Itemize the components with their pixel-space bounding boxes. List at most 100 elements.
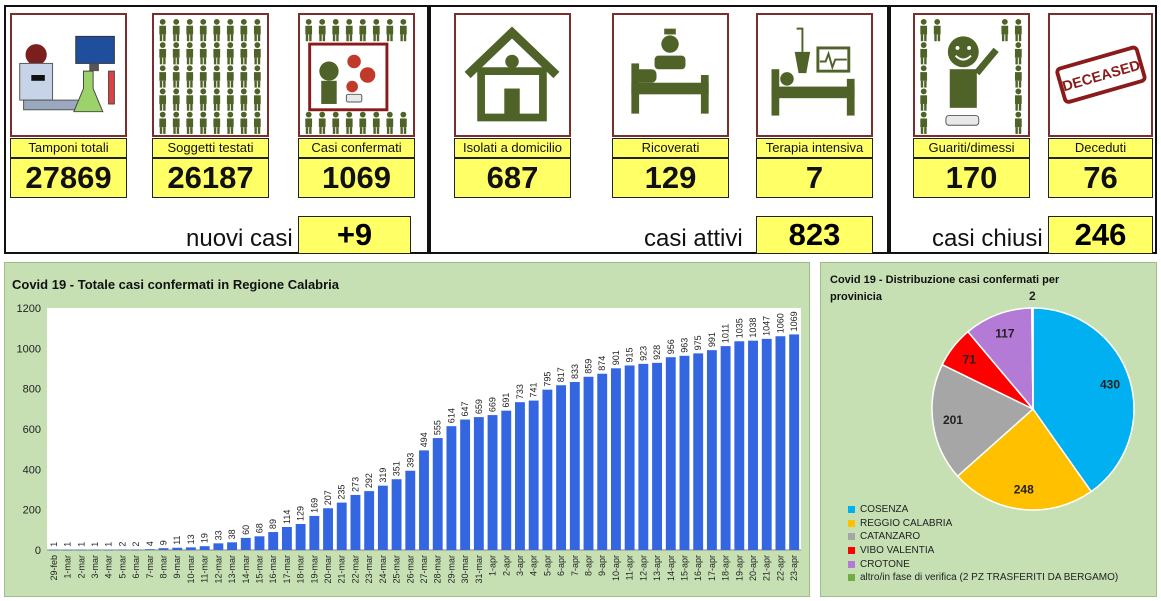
bar <box>487 415 498 550</box>
deceased-stamp-icon: DECEASED <box>1055 45 1147 104</box>
bar <box>199 546 210 550</box>
y-tick-label: 800 <box>23 384 41 396</box>
y-tick-label: 1000 <box>17 343 41 355</box>
bar-value-label: 11 <box>172 535 182 544</box>
legend-swatch <box>848 506 855 514</box>
lab-equipment-icon <box>19 35 115 113</box>
bar <box>90 549 100 551</box>
bar <box>583 376 594 550</box>
pie-slice <box>1032 307 1135 493</box>
bar <box>295 523 306 550</box>
casi-attivi-label: casi attivi <box>644 225 743 252</box>
bar <box>391 479 402 550</box>
x-tick-label: 12-mar <box>213 555 223 584</box>
x-tick-label: 3-mar <box>90 555 100 579</box>
house-icon <box>464 26 560 122</box>
bar <box>789 334 800 550</box>
icu-bed-icon <box>771 27 855 116</box>
legend-entry: altro/in fase di verifica (2 PZ TRASFERI… <box>848 571 1118 585</box>
x-tick-label: 14-apr <box>666 555 676 581</box>
bar-value-label: 235 <box>337 485 347 500</box>
legend-entry: CATANZARO <box>848 530 1118 544</box>
x-tick-label: 8-mar <box>159 555 169 579</box>
x-tick-label: 21-apr <box>762 555 772 581</box>
bar <box>515 402 525 550</box>
pie-slice-label: 201 <box>943 413 963 427</box>
pie-slice-label: 117 <box>995 326 1015 340</box>
bar-value-label: 1038 <box>748 318 758 338</box>
legend-label: altro/in fase di verifica (2 PZ TRASFERI… <box>860 572 1119 584</box>
x-tick-label: 30-mar <box>460 555 470 584</box>
bar-value-label: 60 <box>241 525 251 535</box>
pie-slice <box>956 407 1093 511</box>
x-tick-label: 1-apr <box>488 555 498 576</box>
bar-value-label: 915 <box>625 347 635 362</box>
bar <box>706 350 717 550</box>
bar-value-label: 68 <box>254 523 264 533</box>
bar <box>556 385 567 550</box>
pie-slice-label: 71 <box>963 352 977 366</box>
deceduti-label: Deceduti <box>1048 138 1153 158</box>
bar-value-label: 817 <box>556 367 566 382</box>
casi-chiusi-label: casi chiusi <box>932 225 1043 252</box>
virus-icon <box>305 18 407 134</box>
bar <box>323 508 333 550</box>
bar <box>419 450 429 550</box>
legend-swatch <box>848 560 855 568</box>
bar-value-label: 991 <box>707 332 717 347</box>
bar <box>364 491 375 550</box>
x-tick-label: 2-mar <box>76 555 86 579</box>
bar-value-label: 273 <box>350 477 360 492</box>
bar-value-label: 1069 <box>789 311 799 331</box>
x-tick-label: 11-apr <box>625 555 635 580</box>
pie-slice-label: 430 <box>1100 378 1120 392</box>
bar-value-label: 114 <box>282 510 292 524</box>
bar <box>350 494 361 550</box>
ricoverati-value: 129 <box>612 158 729 198</box>
bar <box>665 357 676 550</box>
bar <box>473 417 484 550</box>
x-tick-label: 17-apr <box>707 555 717 581</box>
bar-value-label: 975 <box>693 335 703 350</box>
deceduti-value: 76 <box>1048 158 1153 198</box>
icon-box-ricoverati <box>612 13 729 137</box>
x-tick-label: 6-apr <box>556 555 566 576</box>
soggetti-label: Soggetti testati <box>152 138 269 158</box>
isolati-label: Isolati a domicilio <box>454 138 571 158</box>
bar-value-label: 319 <box>378 468 388 483</box>
y-tick-label: 400 <box>23 464 41 476</box>
x-tick-label: 7-mar <box>145 555 155 579</box>
x-tick-label: 22-mar <box>350 555 360 584</box>
x-tick-label: 29-feb <box>49 555 59 581</box>
x-tick-label: 21-mar <box>337 555 347 584</box>
x-tick-label: 24-mar <box>378 555 388 584</box>
x-tick-label: 20-apr <box>748 555 758 581</box>
bar <box>309 515 320 550</box>
legend-entry: VIBO VALENTIA <box>848 544 1118 558</box>
x-tick-label: 18-mar <box>296 555 306 584</box>
bar <box>103 549 114 551</box>
x-tick-label: 15-mar <box>254 555 264 584</box>
crowd-icon <box>159 18 261 134</box>
x-tick-label: 11-mar <box>200 555 210 583</box>
x-tick-label: 3-apr <box>515 555 525 576</box>
bar <box>638 363 649 550</box>
bar-value-label: 1060 <box>775 313 785 333</box>
x-tick-label: 15-apr <box>679 555 689 581</box>
bar-value-label: 1 <box>63 542 73 547</box>
x-tick-label: 20-mar <box>323 555 333 584</box>
icon-box-deceduti: DECEASED <box>1048 13 1153 137</box>
nuovi-casi-label: nuovi casi <box>186 225 293 252</box>
panel-closed: Guariti/dimessi 170 DECEASED Deceduti 76… <box>889 5 1157 254</box>
bar-value-label: 351 <box>392 461 402 476</box>
nuovi-casi-value: +9 <box>298 216 411 254</box>
bar-value-label: 647 <box>460 401 470 416</box>
bar-value-label: 956 <box>666 339 676 354</box>
bar <box>144 549 155 550</box>
x-tick-label: 23-mar <box>364 555 374 584</box>
x-tick-label: 1-mar <box>63 555 73 579</box>
bar <box>652 362 662 550</box>
bar-value-label: 129 <box>296 506 306 521</box>
x-tick-label: 17-mar <box>282 555 292 584</box>
bar-chart-title: Covid 19 - Totale casi confermati in Reg… <box>12 277 340 292</box>
